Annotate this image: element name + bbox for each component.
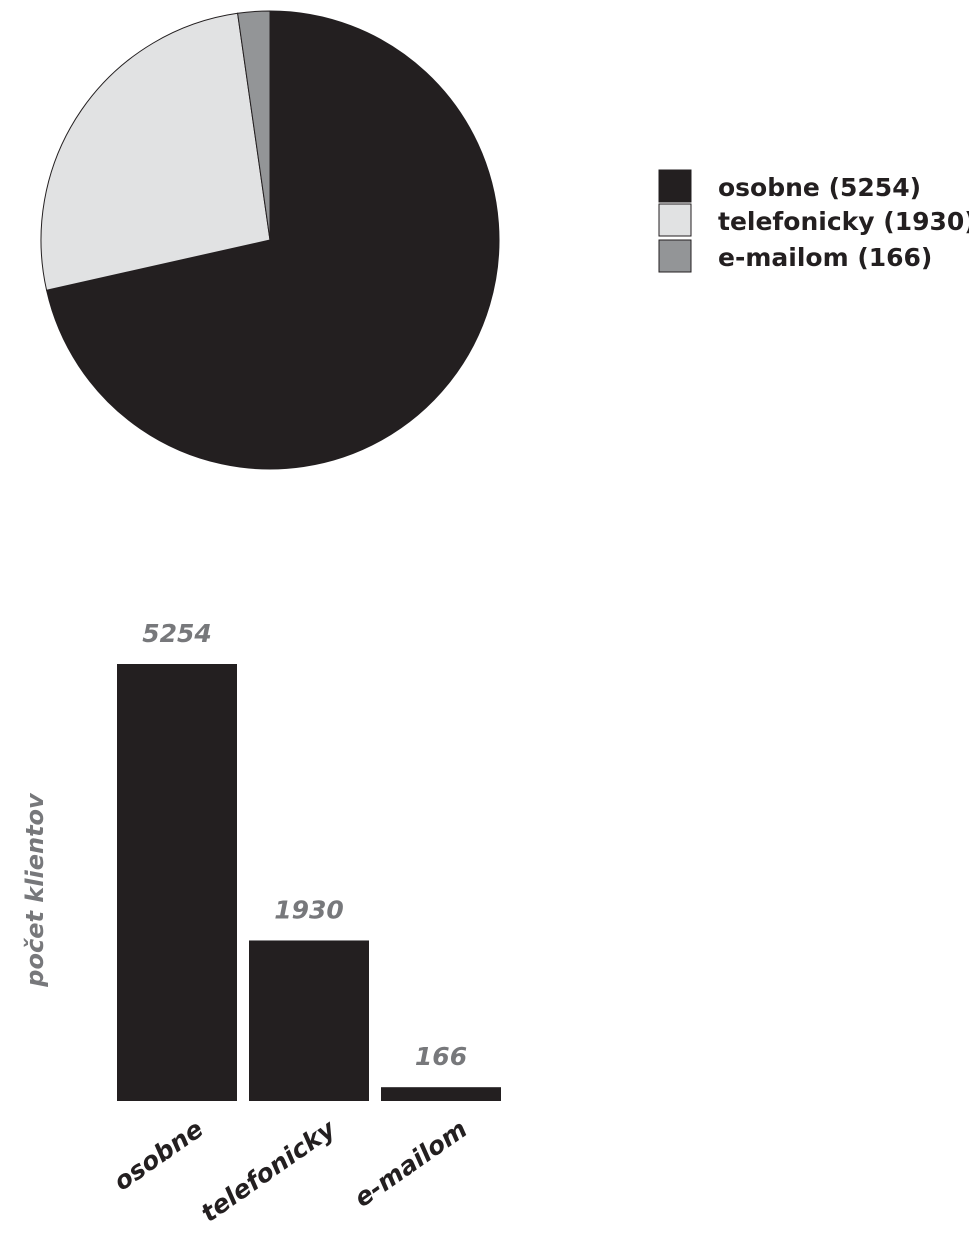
bar-telefonicky (249, 940, 369, 1101)
legend-label-e-mailom: e-mailom (166) (718, 243, 932, 272)
legend-swatch-telefonicky (658, 203, 692, 237)
pie-slice-e-mailom (237, 10, 271, 241)
legend-label-osobne: osobne (5254) (718, 173, 921, 202)
legend-swatch-osobne (658, 169, 692, 203)
y-axis-label: počet klientov (21, 792, 49, 988)
x-tick-label-osobne: osobne (108, 1114, 208, 1196)
pie-slice-osobne (45, 10, 500, 470)
bar-value-label-telefonicky: 1930 (274, 895, 344, 924)
bar-value-label-osobne: 5254 (142, 619, 212, 648)
pie-chart (40, 10, 500, 470)
bar-value-label-e-mailom: 166 (415, 1042, 467, 1071)
bar-e-mailom (381, 1087, 501, 1101)
pie-slice-telefonicky (40, 12, 271, 291)
legend-label-telefonicky: telefonicky (1930) (718, 207, 969, 236)
bar-osobne (117, 664, 237, 1101)
x-tick-label-telefonicky: telefonicky (196, 1113, 342, 1228)
legend-entry-osobne: osobne (5254) (658, 169, 921, 203)
bar-chart: počet klientov 5254 osobne 1930 telefonicky… (21, 619, 501, 1228)
legend-entry-telefonicky: telefonicky (1930) (658, 203, 969, 237)
x-tick-label-e-mailom: e-mailom (349, 1114, 473, 1213)
legend-entry-e-mailom: e-mailom (166) (658, 239, 932, 273)
legend-swatch-e-mailom (658, 239, 692, 273)
pie-legend: osobne (5254) telefonicky (1930) e-mailo… (658, 169, 969, 273)
